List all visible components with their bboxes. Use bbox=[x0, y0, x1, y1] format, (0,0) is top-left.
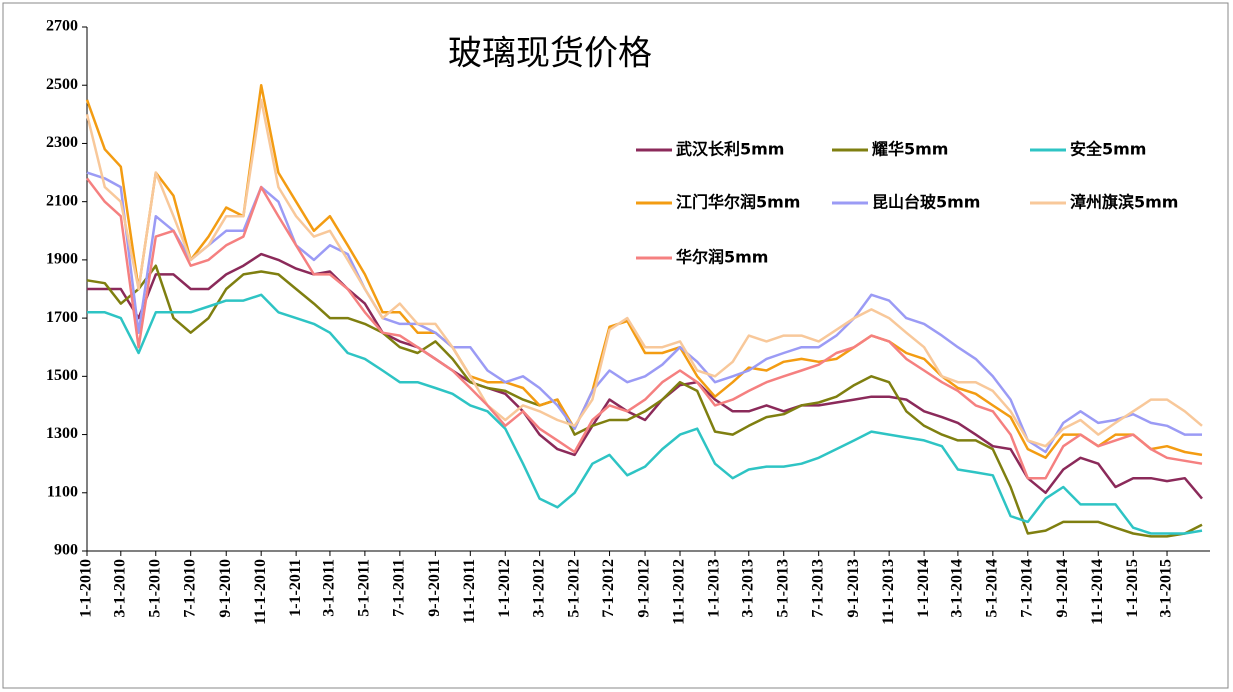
legend-label: 武汉长利5mm bbox=[676, 140, 784, 159]
x-tick-label: 11-1-2014 bbox=[1089, 559, 1106, 625]
x-tick-label: 3-1-2011 bbox=[321, 559, 338, 617]
x-tick-label: 7-1-2014 bbox=[1018, 559, 1035, 618]
y-tick-label: 2500 bbox=[46, 76, 78, 93]
x-tick-label: 1-1-2015 bbox=[1124, 559, 1141, 618]
x-tick-label: 3-1-2013 bbox=[739, 559, 756, 618]
y-tick-label: 2700 bbox=[46, 18, 78, 35]
legend-label: 江门华尔润5mm bbox=[676, 193, 800, 212]
x-tick-label: 11-1-2010 bbox=[252, 559, 269, 625]
x-tick-label: 9-1-2014 bbox=[1054, 559, 1071, 618]
x-tick-label: 11-1-2011 bbox=[461, 559, 478, 624]
series-line bbox=[87, 252, 1203, 500]
x-tick-label: 1-1-2013 bbox=[706, 559, 723, 618]
y-tick-label: 1700 bbox=[46, 309, 78, 326]
legend-label: 耀华5mm bbox=[872, 140, 948, 159]
x-tick-label: 3-1-2010 bbox=[111, 559, 128, 618]
x-tick-label: 5-1-2011 bbox=[356, 559, 373, 617]
y-tick-label: 1900 bbox=[46, 251, 78, 268]
x-tick-label: 5-1-2010 bbox=[146, 559, 163, 618]
series-line bbox=[86, 177, 1203, 480]
series-line bbox=[86, 264, 1203, 538]
y-tick-label: 1300 bbox=[46, 425, 78, 442]
x-tick-label: 9-1-2010 bbox=[217, 559, 234, 618]
y-tick-label: 2100 bbox=[46, 192, 78, 209]
x-tick-label: 3-1-2014 bbox=[949, 559, 966, 618]
y-tick-label: 1100 bbox=[47, 483, 78, 500]
x-tick-label: 1-1-2012 bbox=[496, 559, 513, 618]
x-tick-label: 5-1-2013 bbox=[774, 559, 791, 618]
x-tick-label: 1-1-2011 bbox=[287, 559, 304, 617]
series-line bbox=[87, 293, 1203, 535]
y-tick-label: 2300 bbox=[46, 134, 78, 151]
x-tick-label: 5-1-2012 bbox=[565, 559, 582, 618]
series-line bbox=[85, 98, 1203, 448]
x-tick-label: 11-1-2013 bbox=[880, 559, 897, 625]
x-tick-label: 11-1-2012 bbox=[671, 559, 688, 625]
legend-label: 安全5mm bbox=[1070, 140, 1146, 159]
x-tick-label: 9-1-2012 bbox=[636, 559, 653, 618]
x-tick-label: 3-1-2015 bbox=[1158, 559, 1175, 618]
x-tick-label: 5-1-2014 bbox=[984, 559, 1001, 618]
x-tick-label: 7-1-2010 bbox=[181, 559, 198, 618]
series-line bbox=[86, 171, 1202, 454]
x-tick-label: 7-1-2012 bbox=[600, 559, 617, 618]
y-tick-label: 900 bbox=[54, 542, 78, 559]
legend-label: 漳州旗滨5mm bbox=[1070, 193, 1178, 212]
x-tick-label: 1-1-2010 bbox=[78, 559, 95, 618]
series-line bbox=[85, 83, 1203, 460]
x-tick-label: 9-1-2013 bbox=[845, 559, 862, 618]
x-tick-label: 7-1-2013 bbox=[809, 559, 826, 618]
x-tick-label: 3-1-2012 bbox=[530, 559, 547, 618]
legend-label: 华尔润5mm bbox=[676, 248, 768, 267]
y-tick-label: 1500 bbox=[46, 367, 78, 384]
x-tick-label: 7-1-2011 bbox=[391, 559, 408, 617]
legend-label: 昆山台玻5mm bbox=[872, 193, 980, 212]
x-tick-label: 1-1-2014 bbox=[915, 559, 932, 618]
chart-title: 玻璃现货价格 bbox=[448, 34, 652, 74]
x-tick-label: 9-1-2011 bbox=[426, 559, 443, 617]
